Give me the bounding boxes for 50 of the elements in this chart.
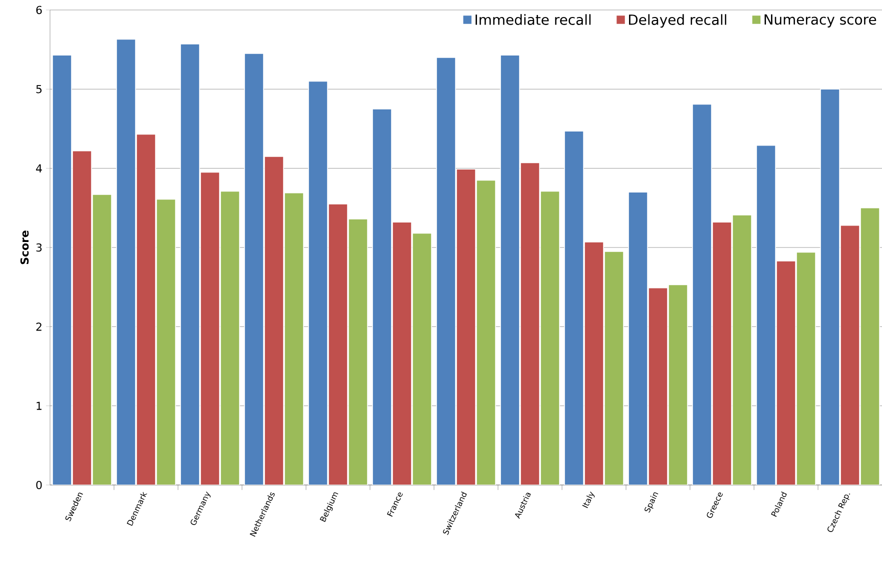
bar	[348, 218, 368, 485]
bar	[796, 252, 816, 485]
y-tick-label: 5	[36, 85, 42, 94]
bar	[244, 54, 264, 485]
bar	[156, 199, 176, 485]
bar	[52, 55, 72, 485]
bar	[500, 55, 520, 485]
bar	[732, 215, 752, 485]
legend-label: Immediate recall	[476, 14, 591, 25]
y-axis-title: Score	[20, 230, 29, 264]
legend-label: Numeracy score	[764, 14, 876, 28]
bar	[776, 260, 796, 485]
bar	[200, 172, 220, 485]
bar	[628, 192, 648, 485]
bar	[840, 224, 860, 485]
bar	[564, 131, 584, 485]
bar	[72, 150, 92, 485]
bar	[476, 180, 496, 485]
bar	[648, 288, 668, 485]
bar	[180, 44, 200, 485]
bar	[284, 192, 304, 485]
bar	[392, 222, 412, 485]
bar	[604, 251, 624, 485]
y-tick-label: 4	[36, 164, 42, 172]
bar	[456, 169, 476, 485]
bar	[264, 156, 284, 485]
bar	[136, 134, 156, 485]
bar	[756, 145, 776, 485]
bar	[520, 162, 540, 485]
bar	[668, 284, 688, 485]
y-tick-label: 3	[36, 243, 42, 252]
bar	[308, 81, 328, 485]
y-tick-label: 2	[36, 322, 42, 331]
bar	[692, 104, 712, 485]
bar	[116, 39, 136, 485]
y-tick-label: 6	[36, 6, 42, 14]
legend-label: Delayed recall	[629, 14, 726, 28]
bar	[436, 57, 456, 485]
bar	[92, 194, 112, 485]
y-tick-label: 1	[36, 402, 42, 410]
bar	[372, 108, 392, 485]
bar	[712, 222, 732, 485]
bar	[328, 204, 348, 485]
bar	[412, 233, 432, 485]
bar	[584, 242, 604, 485]
bar	[860, 208, 880, 485]
bar	[540, 191, 560, 485]
bar	[820, 88, 840, 485]
y-tick-label: 0	[36, 480, 42, 490]
bar	[220, 191, 240, 485]
